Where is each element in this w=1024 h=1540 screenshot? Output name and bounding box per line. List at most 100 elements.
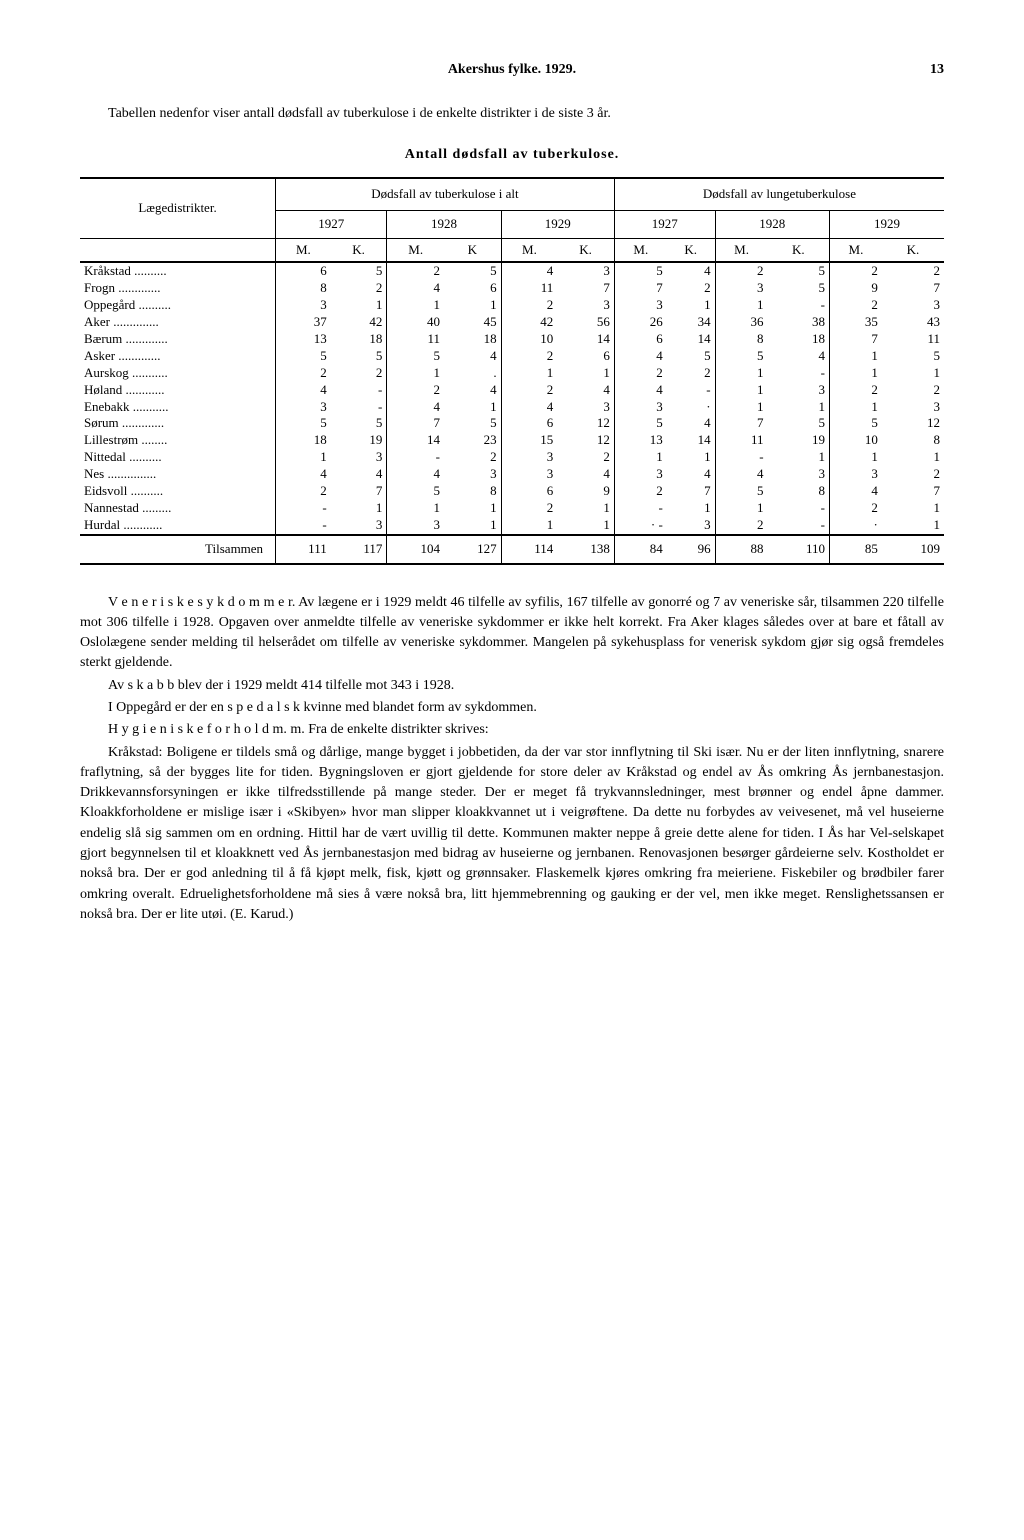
- mk-header-cell: K.: [667, 238, 715, 262]
- table-cell: 42: [501, 314, 557, 331]
- table-cell: 2: [331, 365, 387, 382]
- mk-header-cell: M.: [614, 238, 666, 262]
- table-cell: 1: [557, 517, 614, 535]
- district-label: Eidsvoll ..........: [80, 483, 276, 500]
- table-cell: 3: [829, 466, 881, 483]
- table-cell: 2: [882, 262, 944, 280]
- table-cell: 3: [882, 399, 944, 416]
- paragraph-3: I Oppegård er der en s p e d a l s k kvi…: [80, 698, 944, 718]
- table-cell: 8: [276, 280, 331, 297]
- paragraph-1: V e n e r i s k e s y k d o m m e r. Av …: [80, 593, 944, 674]
- mk-header-cell: M.: [276, 238, 331, 262]
- table-cell: 6: [276, 262, 331, 280]
- mk-header-cell: K.: [882, 238, 944, 262]
- group-header-2: Dødsfall av lungetuberkulose: [614, 178, 944, 210]
- table-cell: 2: [715, 517, 767, 535]
- table-cell: 3: [715, 280, 767, 297]
- table-cell: 3: [667, 517, 715, 535]
- mk-header-cell: M.: [387, 238, 444, 262]
- table-cell: 5: [614, 415, 666, 432]
- table-cell: 1: [557, 500, 614, 517]
- table-cell: 1: [276, 449, 331, 466]
- table-cell: 3: [276, 297, 331, 314]
- total-cell: 117: [331, 535, 387, 564]
- table-cell: 18: [331, 331, 387, 348]
- table-cell: 1: [387, 297, 444, 314]
- table-cell: 1: [715, 382, 767, 399]
- table-cell: 5: [882, 348, 944, 365]
- table-cell: 4: [276, 382, 331, 399]
- intro-paragraph: Tabellen nedenfor viser antall dødsfall …: [80, 104, 944, 124]
- table-cell: 2: [501, 348, 557, 365]
- table-cell: 35: [829, 314, 881, 331]
- total-cell: 127: [444, 535, 501, 564]
- table-cell: 4: [667, 262, 715, 280]
- table-cell: 7: [715, 415, 767, 432]
- table-cell: 40: [387, 314, 444, 331]
- table-cell: 5: [768, 262, 830, 280]
- district-label: Nes ...............: [80, 466, 276, 483]
- table-cell: 18: [768, 331, 830, 348]
- table-cell: -: [715, 449, 767, 466]
- total-cell: 104: [387, 535, 444, 564]
- table-cell: 5: [444, 415, 501, 432]
- table-cell: 3: [614, 399, 666, 416]
- table-cell: 2: [882, 466, 944, 483]
- table-cell: 1: [715, 399, 767, 416]
- table-cell: 12: [557, 432, 614, 449]
- table-cell: 3: [882, 297, 944, 314]
- table-cell: 3: [331, 517, 387, 535]
- table-cell: -: [768, 500, 830, 517]
- table-cell: 7: [882, 483, 944, 500]
- district-label: Høland ............: [80, 382, 276, 399]
- table-cell: 3: [276, 399, 331, 416]
- district-label: Frogn .............: [80, 280, 276, 297]
- table-cell: 2: [667, 365, 715, 382]
- table-cell: 4: [667, 466, 715, 483]
- table-cell: 2: [387, 382, 444, 399]
- table-cell: 5: [331, 348, 387, 365]
- table-cell: 2: [444, 449, 501, 466]
- table-cell: 14: [387, 432, 444, 449]
- table-cell: 45: [444, 314, 501, 331]
- table-cell: 1: [444, 399, 501, 416]
- table-cell: 2: [557, 449, 614, 466]
- table-cell: 18: [444, 331, 501, 348]
- table-cell: 1: [829, 399, 881, 416]
- table-cell: 4: [276, 466, 331, 483]
- table-cell: 3: [501, 466, 557, 483]
- table-cell: 2: [667, 280, 715, 297]
- table-cell: 2: [715, 262, 767, 280]
- table-cell: 1: [715, 365, 767, 382]
- table-cell: 1: [667, 297, 715, 314]
- table-cell: 1: [715, 297, 767, 314]
- table-cell: 4: [715, 466, 767, 483]
- table-cell: 1: [667, 500, 715, 517]
- table-cell: 19: [331, 432, 387, 449]
- table-cell: 4: [501, 399, 557, 416]
- total-cell: 109: [882, 535, 944, 564]
- mk-header-cell: M.: [501, 238, 557, 262]
- table-cell: 3: [557, 399, 614, 416]
- paragraph-2: Av s k a b b blev der i 1929 meldt 414 t…: [80, 676, 944, 696]
- table-cell: -: [768, 297, 830, 314]
- table-cell: 3: [557, 297, 614, 314]
- table-cell: 4: [829, 483, 881, 500]
- table-cell: 11: [715, 432, 767, 449]
- table-cell: ·: [667, 399, 715, 416]
- table-cell: 12: [882, 415, 944, 432]
- year-5: 1928: [715, 210, 829, 238]
- paragraph-4: H y g i e n i s k e f o r h o l d m. m. …: [80, 720, 944, 740]
- table-cell: 5: [331, 415, 387, 432]
- district-label: Enebakk ...........: [80, 399, 276, 416]
- mk-header-cell: K.: [768, 238, 830, 262]
- tuberculosis-table: Lægedistrikter. Dødsfall av tuberkulose …: [80, 177, 944, 565]
- table-cell: 4: [768, 348, 830, 365]
- table-cell: 1: [387, 500, 444, 517]
- table-cell: 2: [501, 297, 557, 314]
- table-cell: 1: [882, 449, 944, 466]
- table-cell: 14: [557, 331, 614, 348]
- table-cell: -: [614, 500, 666, 517]
- district-label: Aurskog ...........: [80, 365, 276, 382]
- table-cell: 3: [557, 262, 614, 280]
